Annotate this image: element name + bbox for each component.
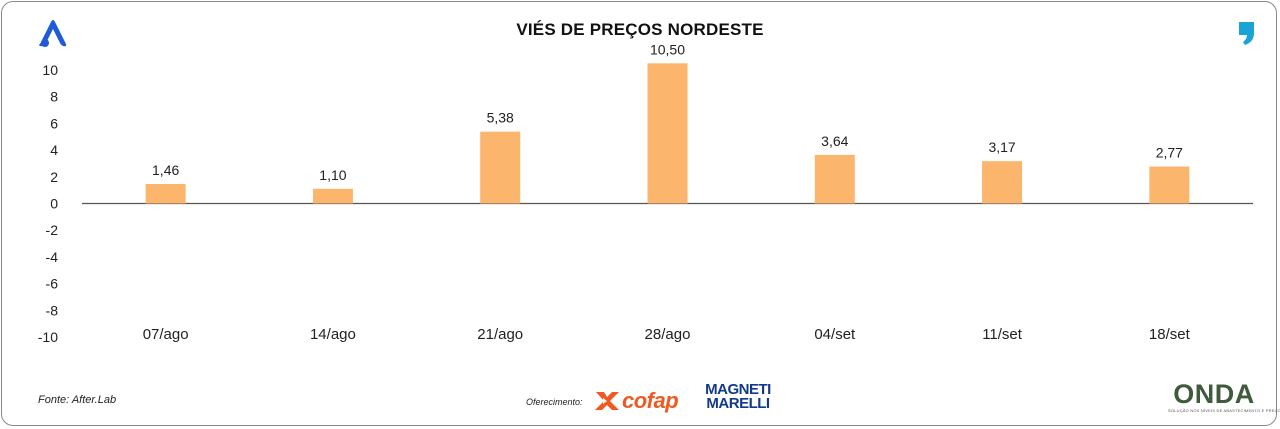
y-tick-label: 10 <box>42 62 58 78</box>
x-tick-label: 04/set <box>814 326 856 343</box>
x-tick-label: 28/ago <box>645 326 691 343</box>
bar <box>480 131 521 204</box>
x-tick-label: 14/ago <box>310 326 356 343</box>
data-label: 3,64 <box>821 133 848 149</box>
y-tick-label: 6 <box>50 115 58 131</box>
onda-wordmark: ONDA <box>1173 379 1255 409</box>
data-label: 3,17 <box>988 139 1015 155</box>
onda-tagline: SOLUÇÃO NOS NÍVEIS DE ABASTECIMENTO E PR… <box>1168 408 1280 413</box>
bar <box>312 188 353 204</box>
x-tick-label: 21/ago <box>477 326 523 343</box>
y-tick-label: 0 <box>50 196 58 212</box>
bar <box>1149 166 1190 204</box>
comma-logo-icon <box>1239 22 1254 45</box>
bar <box>145 184 186 204</box>
chart-title: VIÉS DE PREÇOS NORDESTE <box>516 20 764 39</box>
cofap-x-icon <box>595 392 619 410</box>
bar <box>982 161 1023 204</box>
onda-logo: ONDA SOLUÇÃO NOS NÍVEIS DE ABASTECIMENTO… <box>1168 379 1280 414</box>
y-tick-label: -10 <box>38 329 58 345</box>
stylized-a-logo-icon <box>39 20 67 47</box>
y-tick-label: -8 <box>46 302 59 318</box>
data-label: 5,38 <box>487 110 514 126</box>
x-tick-label: 11/set <box>982 326 1023 343</box>
data-label: 1,10 <box>319 167 346 183</box>
data-label: 10,50 <box>650 41 685 57</box>
y-tick-label: 4 <box>50 142 58 158</box>
y-tick-label: -6 <box>46 276 59 292</box>
data-label: 1,46 <box>152 162 179 178</box>
cofap-logo: cofap <box>594 386 679 416</box>
cofap-wordmark: cofap <box>622 388 679 413</box>
y-tick-label: 2 <box>50 169 58 185</box>
source-note: Fonte: After.Lab <box>38 394 117 406</box>
y-tick-label: 8 <box>50 89 58 105</box>
bar <box>647 63 688 204</box>
y-tick-label: -2 <box>46 222 59 238</box>
x-tick-label: 18/set <box>1149 326 1191 343</box>
magneti-marelli-logo: MAGNETI MARELLI <box>705 381 771 412</box>
marelli-line-1: MAGNETI <box>705 381 771 398</box>
x-tick-label: 07/ago <box>143 326 189 343</box>
y-tick-label: -4 <box>46 249 59 265</box>
data-label: 2,77 <box>1156 145 1183 161</box>
marelli-line-2: MARELLI <box>706 395 770 412</box>
bar <box>814 154 855 204</box>
sponsor-label: Oferecimento: <box>526 397 583 407</box>
